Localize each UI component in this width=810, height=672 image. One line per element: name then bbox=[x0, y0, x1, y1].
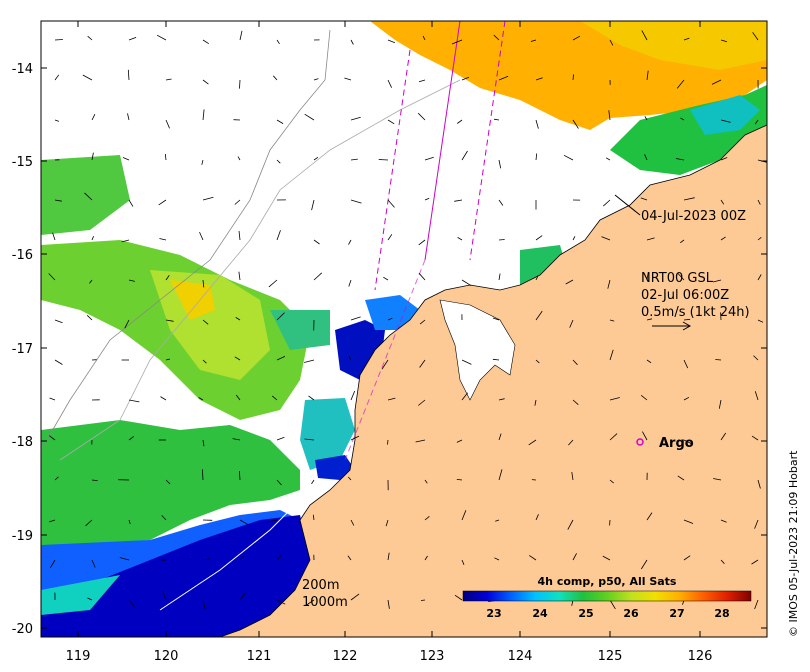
colorbar-tick-label: 25 bbox=[578, 607, 593, 620]
x-tick-label: 125 bbox=[598, 649, 623, 664]
colorbar-tick-label: 24 bbox=[532, 607, 548, 620]
y-tick-label: -15 bbox=[12, 155, 33, 170]
y-tick-label: -17 bbox=[12, 342, 33, 357]
date-pointer bbox=[614, 194, 641, 216]
current-title: NRT00 GSL bbox=[641, 271, 714, 286]
colorbar-tick-label: 28 bbox=[714, 607, 729, 620]
argo-label: Argo bbox=[659, 436, 694, 451]
colorbar-tick-label: 27 bbox=[669, 607, 684, 620]
colorbar-tick-label: 26 bbox=[623, 607, 639, 620]
x-axis: 119 120 121 122 123 124 125 126 bbox=[66, 21, 713, 664]
y-axis: -14 -15 -16 -17 -18 -19 -20 bbox=[12, 62, 767, 637]
contour-200-label: 200m bbox=[302, 578, 339, 593]
x-tick-label: 124 bbox=[508, 649, 533, 664]
current-arrows bbox=[48, 30, 767, 610]
y-tick-label: -14 bbox=[12, 62, 33, 77]
peninsula bbox=[439, 299, 516, 401]
x-tick-label: 123 bbox=[420, 649, 445, 664]
y-tick-label: -19 bbox=[12, 529, 33, 544]
x-tick-label: 126 bbox=[688, 649, 713, 664]
satellite-track bbox=[344, 21, 506, 461]
argo-marker bbox=[636, 438, 644, 446]
current-date: 02-Jul 06:00Z bbox=[641, 288, 729, 303]
x-tick-label: 119 bbox=[66, 649, 91, 664]
x-tick-label: 121 bbox=[247, 649, 272, 664]
colorbar-tick-label: 23 bbox=[486, 607, 501, 620]
colorbar-ramp bbox=[462, 590, 752, 602]
y-tick-label: -20 bbox=[12, 622, 33, 637]
contour-1000-label: 1000m bbox=[302, 595, 348, 610]
credit: © IMOS 05-Jul-2023 21:09 Hobart bbox=[787, 450, 800, 637]
date-label: 04-Jul-2023 00Z bbox=[641, 209, 746, 224]
colorbar: 4h comp, p50, All Sats 23 24 25 26 27 28 bbox=[462, 575, 752, 620]
scale-arrow bbox=[652, 321, 692, 331]
sst-field bbox=[41, 21, 767, 637]
colorbar-title: 4h comp, p50, All Sats bbox=[538, 575, 677, 588]
plot-frame bbox=[40, 20, 768, 638]
y-tick-label: -18 bbox=[12, 435, 33, 450]
current-scale: 0.5m/s (1kt 24h) bbox=[641, 305, 750, 320]
contour-200m bbox=[41, 29, 331, 451]
land bbox=[219, 124, 767, 637]
x-tick-label: 122 bbox=[333, 649, 358, 664]
contour-south bbox=[159, 509, 291, 611]
map-layers bbox=[41, 21, 767, 637]
y-tick-label: -16 bbox=[12, 248, 33, 263]
x-tick-label: 120 bbox=[154, 649, 179, 664]
